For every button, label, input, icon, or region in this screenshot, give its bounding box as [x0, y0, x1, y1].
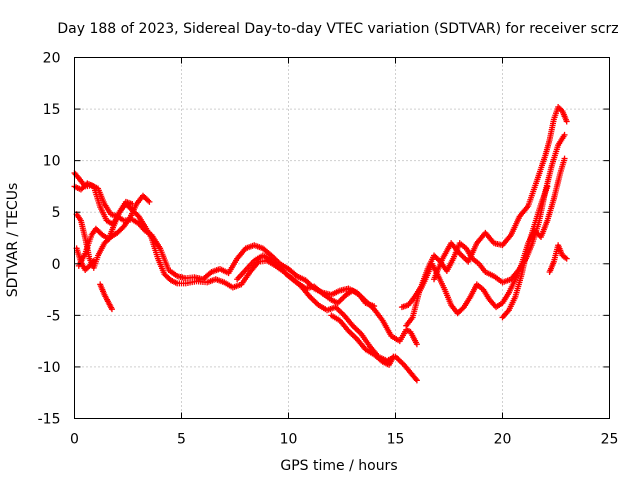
x-tick-label: 20	[494, 432, 512, 448]
data-point	[412, 376, 419, 383]
tick-labels: 0 5 10 15 20 25 -15 -10 -5 0 5 10 15 20	[38, 51, 619, 448]
series-track-6	[73, 245, 97, 273]
data-point	[355, 328, 362, 335]
series-track-12	[499, 183, 551, 321]
y-tick-label: -15	[38, 412, 61, 428]
y-tick-label: -5	[47, 308, 61, 324]
series-track-11	[431, 104, 570, 283]
data-point	[89, 258, 96, 265]
y-tick-label: 0	[52, 257, 61, 273]
data-point	[311, 297, 318, 304]
data-point	[351, 333, 358, 340]
data-point	[561, 155, 568, 162]
data-point	[413, 341, 420, 348]
plot-frame	[74, 57, 610, 419]
x-tick-label: 15	[387, 432, 405, 448]
data-point	[339, 295, 345, 302]
data-point	[340, 294, 347, 301]
series-track-7	[234, 252, 378, 310]
data-point	[145, 197, 152, 204]
x-tick-label: 25	[601, 432, 619, 448]
x-tick-label: 5	[177, 432, 186, 448]
data-point	[398, 359, 405, 366]
data-point	[129, 200, 136, 207]
series-track-2	[71, 170, 420, 348]
x-tick-label: 0	[70, 432, 79, 448]
axis-ticks	[74, 57, 610, 419]
x-tick-label: 10	[280, 432, 298, 448]
data-point	[338, 309, 345, 316]
data-point	[563, 118, 570, 125]
data-point	[396, 357, 403, 364]
y-tick-label: 20	[43, 51, 61, 67]
data-point	[146, 198, 153, 205]
chart-title: Day 188 of 2023, Sidereal Day-to-day VTE…	[57, 21, 618, 37]
data-point	[390, 353, 397, 360]
series-track-5	[97, 281, 115, 313]
y-axis-label: SDTVAR / TECUs	[5, 183, 21, 298]
series-track-13	[546, 242, 570, 276]
data-marks	[71, 104, 570, 384]
data-point	[309, 296, 316, 303]
data-point	[544, 183, 551, 190]
y-tick-label: 5	[52, 205, 61, 221]
series-track-8	[328, 312, 397, 368]
data-point	[459, 253, 466, 260]
y-tick-label: -10	[38, 360, 61, 376]
data-point	[413, 377, 420, 384]
data-point	[90, 257, 97, 264]
data-point	[353, 326, 360, 333]
series-track-10	[403, 155, 568, 329]
data-point	[348, 330, 355, 337]
data-point	[462, 255, 469, 262]
data-point	[371, 303, 378, 310]
data-point	[352, 325, 359, 332]
x-axis-label: GPS time / hours	[280, 458, 397, 474]
data-point	[336, 298, 343, 305]
data-point	[349, 331, 356, 338]
data-point	[561, 131, 568, 138]
data-point	[334, 305, 341, 312]
data-point	[336, 308, 343, 315]
data-point	[460, 254, 467, 261]
y-tick-label: 15	[43, 102, 61, 118]
data-point	[108, 306, 115, 313]
data-point	[312, 299, 319, 306]
series-track-4	[75, 198, 136, 269]
y-tick-label: 10	[43, 154, 61, 170]
grid-layer	[74, 57, 610, 419]
data-point	[563, 255, 570, 262]
